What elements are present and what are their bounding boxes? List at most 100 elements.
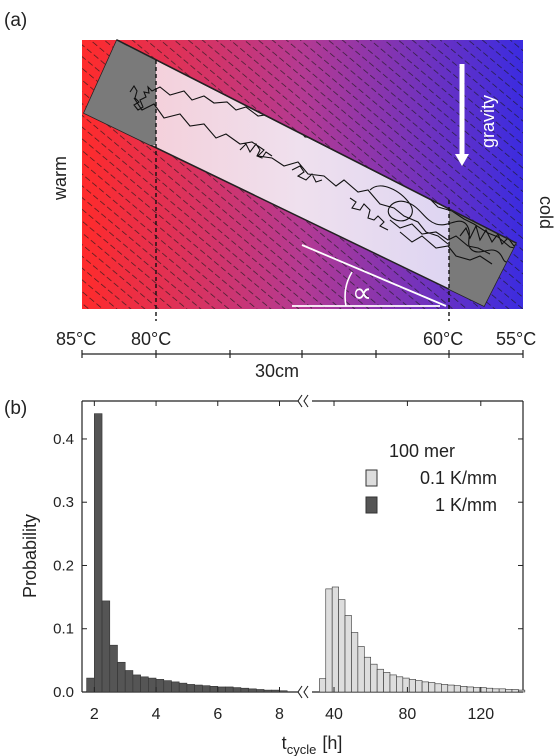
legend-swatch-0p1k — [365, 469, 378, 487]
bar-0p1k-16 — [421, 681, 429, 693]
bar-0p1k-21 — [453, 685, 461, 693]
y-axis-ticks: 0.0 0.1 0.2 0.3 0.4 — [53, 431, 523, 701]
bar-0p1k-11 — [389, 674, 397, 693]
x-axis-label-sub: cycle — [287, 742, 317, 756]
temp-85c: 85°C — [56, 329, 96, 349]
cold-label: cold — [536, 196, 555, 229]
bar-1k-1 — [94, 413, 103, 693]
bar-0p1k-29 — [505, 689, 513, 693]
bar-1k-22 — [256, 689, 265, 693]
bar-0p1k-19 — [441, 684, 449, 693]
bar-1k-25 — [279, 690, 288, 693]
bar-0p1k-27 — [492, 688, 500, 693]
y-tick-label: 0.3 — [53, 494, 74, 511]
x-tick-label: 4 — [152, 706, 161, 723]
bar-1k-21 — [248, 688, 257, 693]
bar-0p1k-7 — [363, 656, 372, 693]
bar-1k-5 — [124, 670, 134, 693]
x-tick-label: 80 — [399, 706, 417, 723]
bar-1k-16 — [209, 686, 219, 693]
bar-1k-13 — [186, 684, 195, 693]
bar-0p1k-15 — [415, 680, 423, 693]
bar-0p1k-18 — [434, 683, 442, 693]
bars-0p1k-per-mm — [319, 586, 526, 693]
y-tick-label: 0.2 — [53, 557, 74, 574]
bar-1k-19 — [232, 687, 242, 693]
bar-0p1k-0 — [319, 678, 327, 693]
bar-1k-14 — [194, 684, 203, 693]
panel-a-label: (a) — [4, 10, 27, 31]
bars-1k-per-mm — [86, 413, 288, 693]
x-axis-label-unit: [h] — [322, 733, 342, 753]
scale-label: 30cm — [255, 361, 299, 381]
bar-0p1k-24 — [473, 687, 481, 693]
panel-b-label: (b) — [4, 398, 27, 419]
bar-1k-18 — [225, 686, 234, 693]
x-tick-label: 8 — [275, 706, 284, 723]
x-tick-label: 120 — [467, 706, 494, 723]
angle-symbol: ∝ — [352, 277, 372, 308]
legend-swatch-1k — [365, 496, 378, 514]
bar-0p1k-4 — [344, 615, 352, 693]
bar-0p1k-14 — [408, 679, 416, 693]
x-axis-label-main: t — [282, 733, 287, 753]
x-axis-label: tcycle [h] — [282, 733, 343, 756]
bar-0p1k-12 — [396, 676, 404, 693]
bar-1k-17 — [217, 686, 226, 693]
temp-80c: 80°C — [131, 329, 171, 349]
x-axis-ticks: 2 4 6 8 40 80 120 — [90, 401, 494, 723]
legend-title: 100 mer — [389, 441, 455, 461]
chart-frame — [81, 400, 524, 693]
bar-0p1k-10 — [383, 672, 391, 693]
bar-0p1k-1 — [325, 588, 333, 693]
temp-55c: 55°C — [496, 329, 536, 349]
bar-0p1k-26 — [485, 687, 494, 693]
bar-1k-20 — [240, 687, 249, 693]
scale-bar — [81, 350, 524, 358]
bar-1k-24 — [271, 689, 280, 693]
particle-trajectories — [129, 84, 516, 265]
bar-1k-3 — [109, 644, 118, 693]
bar-1k-4 — [117, 661, 126, 693]
x-tick-label: 40 — [325, 706, 343, 723]
bar-1k-23 — [263, 689, 273, 693]
legend: 100 mer 0.1 K/mm 1 K/mm — [365, 441, 497, 515]
bar-1k-6 — [132, 674, 141, 693]
y-tick-label: 0.1 — [53, 621, 74, 638]
x-tick-label: 6 — [213, 706, 222, 723]
y-axis-label: Probability — [20, 514, 40, 598]
y-tick-label: 0.0 — [53, 684, 74, 701]
tilt-angle: ∝ — [292, 244, 447, 308]
bar-0p1k-6 — [357, 646, 365, 693]
warm-label: warm — [50, 156, 70, 201]
bar-1k-12 — [178, 682, 188, 693]
bar-1k-9 — [155, 679, 165, 693]
temp-60c: 60°C — [423, 329, 463, 349]
axis-break-marks — [297, 394, 309, 699]
bar-1k-11 — [171, 681, 180, 693]
bar-0p1k-30 — [511, 689, 519, 693]
bar-0p1k-5 — [351, 632, 359, 693]
bar-1k-8 — [148, 677, 157, 693]
bar-0p1k-3 — [338, 599, 346, 693]
y-tick-label: 0.4 — [53, 431, 74, 448]
bar-0p1k-28 — [498, 688, 506, 693]
bar-0p1k-8 — [370, 663, 378, 693]
bar-1k-7 — [140, 676, 149, 693]
bar-0p1k-22 — [460, 686, 468, 693]
bar-1k-10 — [163, 680, 172, 693]
legend-label-1k: 1 K/mm — [435, 495, 497, 515]
bar-0p1k-17 — [428, 682, 436, 693]
bar-1k-15 — [202, 685, 211, 693]
legend-label-0p1k: 0.1 K/mm — [420, 468, 497, 488]
bar-1k-2 — [101, 600, 111, 693]
bar-0p1k-23 — [466, 686, 474, 693]
gravity-label: gravity — [478, 95, 498, 148]
bar-0p1k-9 — [376, 668, 384, 693]
gravity-arrow: gravity — [455, 64, 498, 166]
bar-0p1k-2 — [331, 586, 339, 693]
bar-1k-0 — [86, 677, 95, 693]
x-tick-label: 2 — [90, 706, 99, 723]
bar-0p1k-20 — [447, 684, 455, 693]
